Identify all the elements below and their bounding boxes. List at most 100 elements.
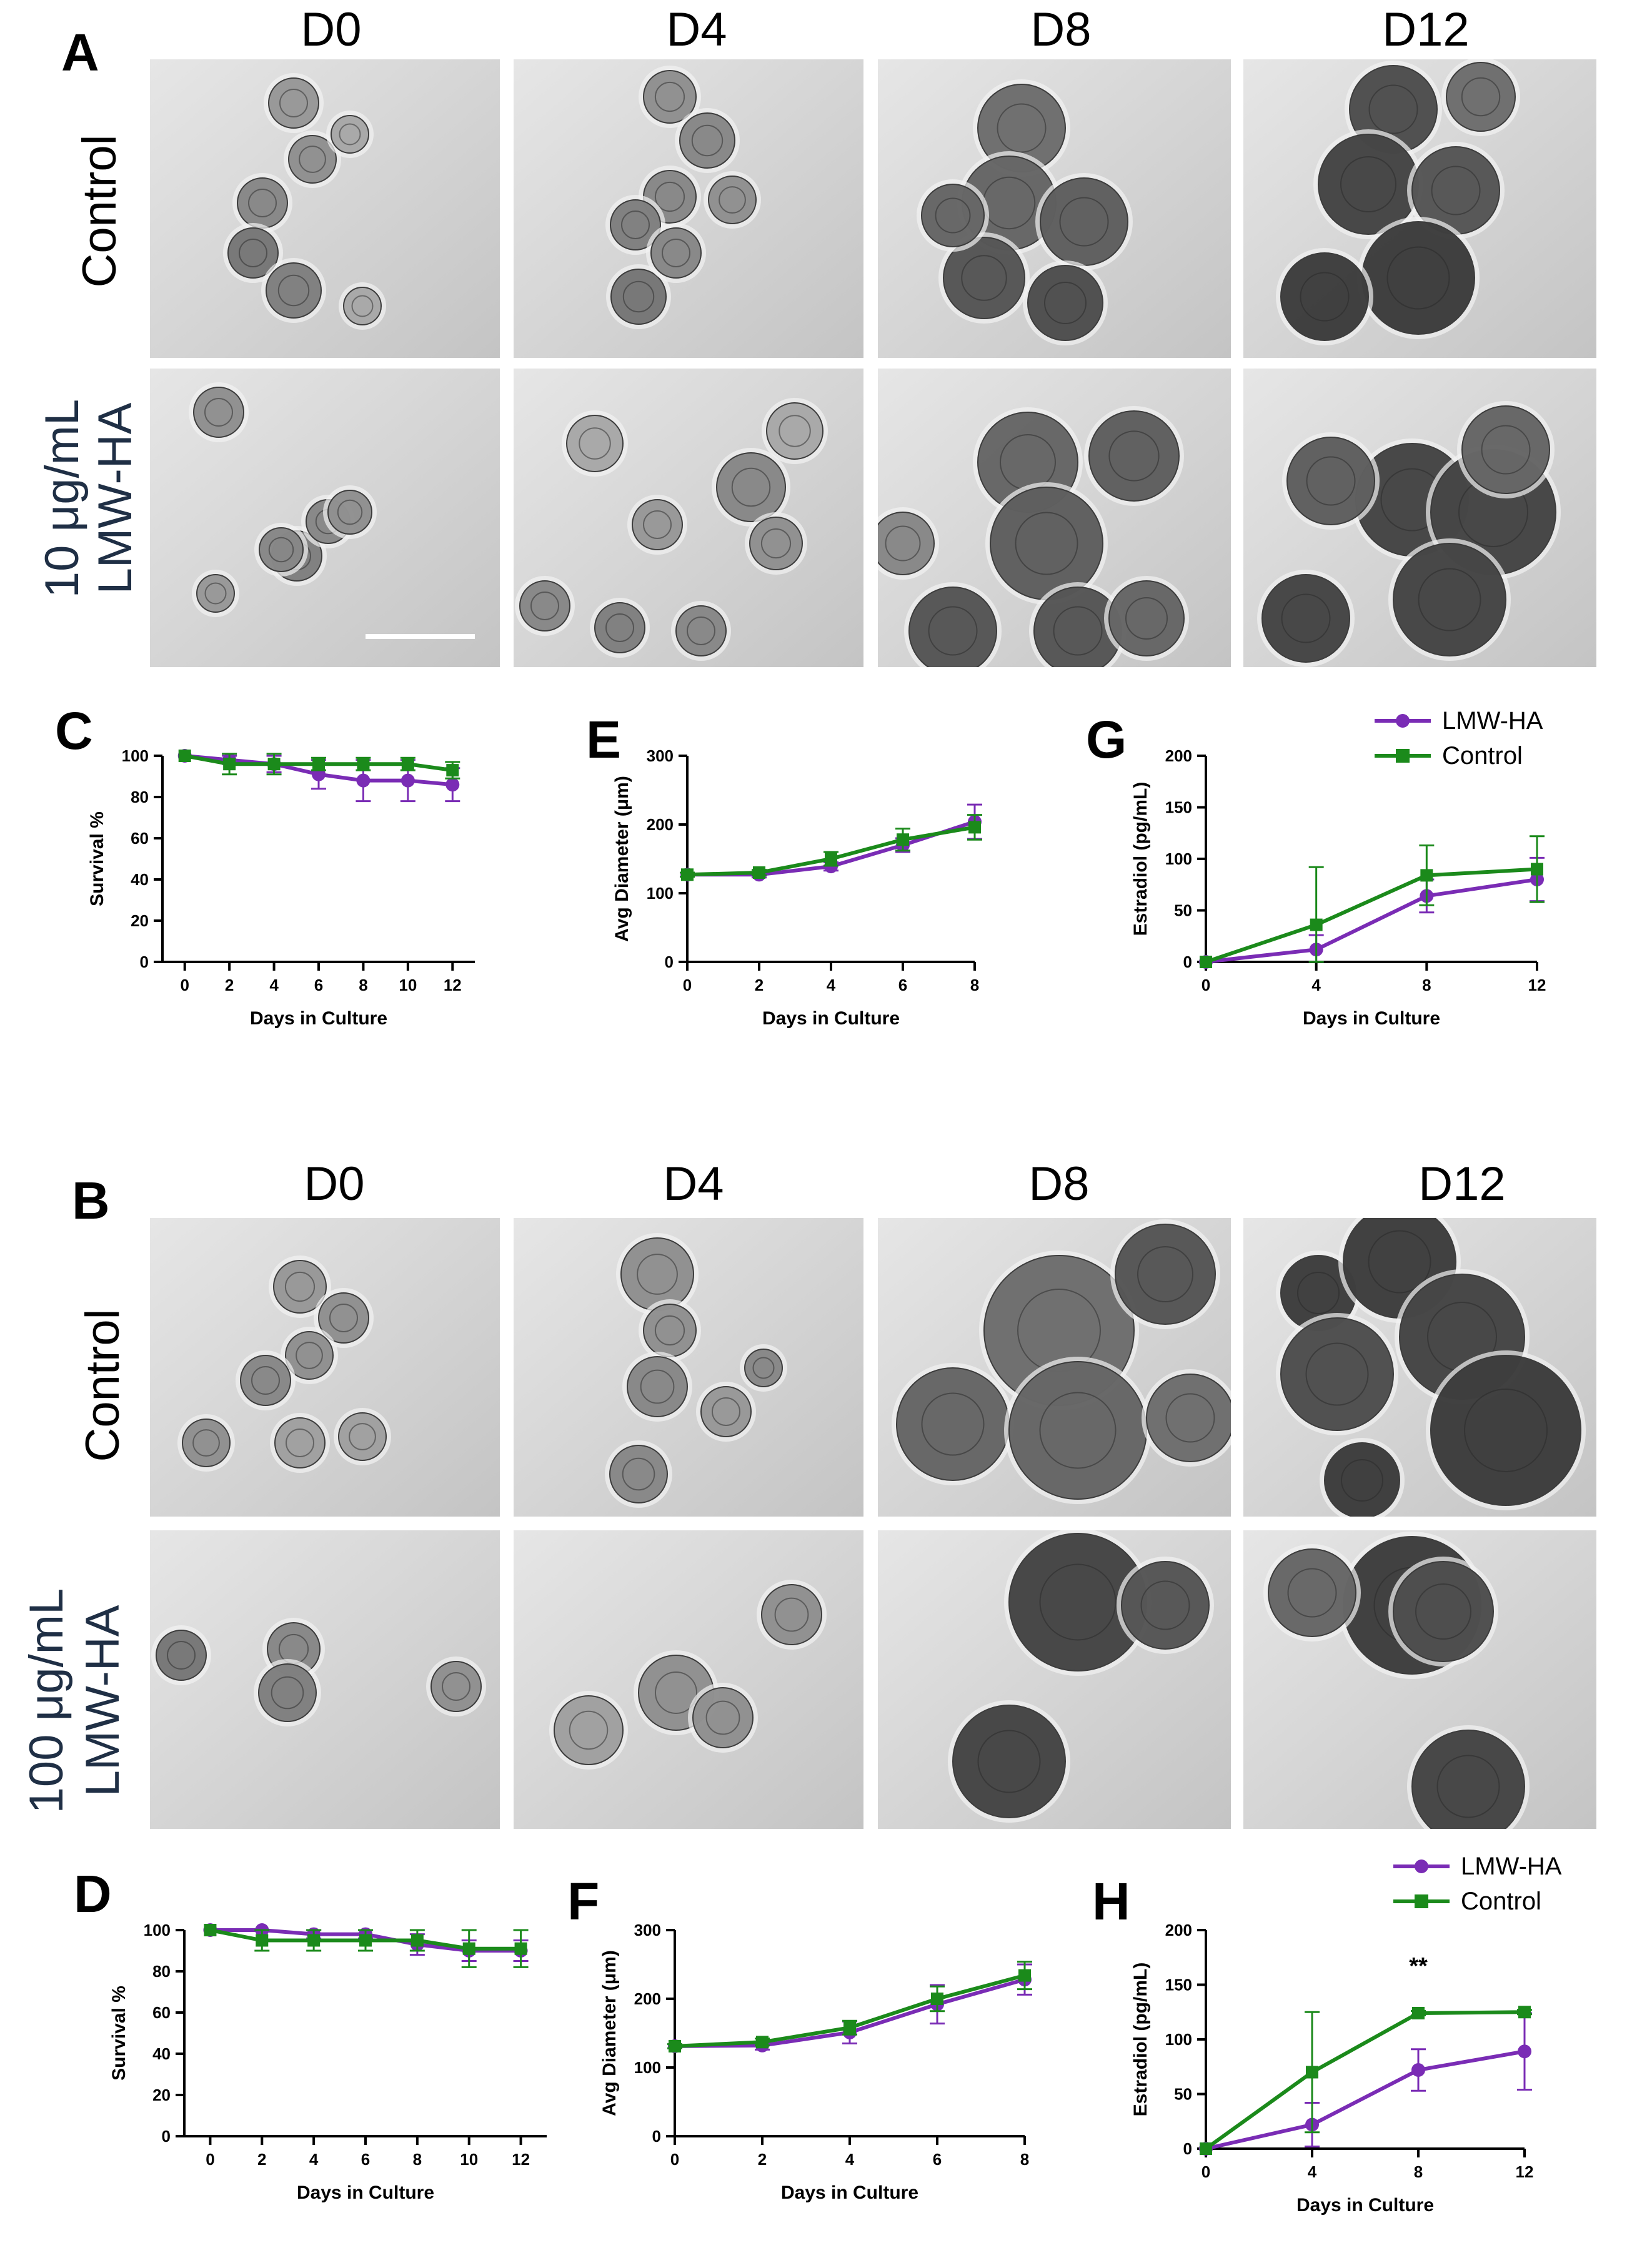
chart-svg: 0 50 100 150 200 0 4 8 12 Days in Culture Estradio… [1130, 746, 1546, 1029]
y-tick-label: 300 [634, 1921, 661, 1939]
y-tick-label: 0 [1183, 2139, 1192, 2158]
y-tick-label: 80 [131, 788, 149, 806]
legend-marker-control [1375, 749, 1431, 763]
day-label-b-d0: D0 [304, 1157, 365, 1211]
y-tick-label: 200 [634, 1989, 661, 2008]
micrograph-image [878, 369, 1231, 667]
legend-item-control: Control [1375, 738, 1543, 773]
legend-label-control: Control [1461, 1887, 1541, 1915]
y-tick-label: 150 [1165, 1976, 1192, 1994]
data-point-control [1018, 1969, 1031, 1982]
chart-h-estradiol: 0 50 100 150 200 0 4 8 12 Days in Culture Estradio… [1093, 1905, 1568, 2230]
legend-marker-control [1393, 1894, 1450, 1908]
data-point-control [178, 750, 191, 762]
legend-g: LMW-HA Control [1375, 703, 1543, 773]
row-label-a-treatment-line1: 10 μg/mL [36, 399, 89, 598]
legend-item-lmw: LMW-HA [1393, 1849, 1561, 1884]
x-tick-label: 6 [898, 976, 907, 994]
chart-e-diameter: 0 100 200 300 0 2 4 6 8 Days in Culture Avg Diamet… [600, 731, 1000, 1043]
data-point-control [753, 866, 765, 879]
legend-label-lmw: LMW-HA [1461, 1852, 1562, 1880]
data-point-control [843, 2021, 856, 2034]
y-axis-label: Avg Diameter (μm) [599, 1950, 620, 2116]
x-tick-label: 12 [512, 2150, 530, 2169]
x-axis-label: Days in Culture [297, 2182, 434, 2203]
legend-label-lmw: LMW-HA [1442, 706, 1543, 735]
y-axis-label: Estradiol (pg/mL) [1130, 782, 1151, 936]
day-label-b-d4: D4 [663, 1157, 724, 1211]
micrograph-image [514, 1218, 863, 1517]
y-tick-label: 100 [144, 1921, 171, 1939]
y-tick-label: 100 [647, 884, 674, 903]
micrograph-image [1243, 59, 1596, 358]
panel-letter-g: G [1086, 710, 1127, 769]
chart-d-survival: 0 20 40 60 80 100 0 2 4 6 8 10 12 Days in Culture Surv… [109, 1905, 559, 2217]
data-point-lmw-ha [356, 773, 371, 788]
data-point-control [446, 764, 459, 777]
day-label-b-d12: D12 [1418, 1157, 1506, 1211]
x-tick-label: 6 [361, 2150, 370, 2169]
x-tick-label: 10 [460, 2150, 478, 2169]
y-tick-label: 200 [1165, 1921, 1192, 1939]
x-tick-label: 4 [269, 976, 279, 994]
x-tick-label: 2 [755, 976, 764, 994]
chart-svg: 0 100 200 300 0 2 4 6 8 Days in Culture Avg Diamet… [599, 1921, 1032, 2203]
data-point-control [968, 821, 981, 834]
y-tick-label: 50 [1174, 901, 1192, 920]
micrograph-image [150, 59, 500, 358]
micrograph-image [150, 369, 500, 667]
data-point-lmw-ha [401, 773, 415, 788]
x-tick-label: 4 [1311, 976, 1321, 994]
data-point-control [897, 833, 909, 846]
x-tick-label: 8 [1422, 976, 1431, 994]
x-axis-label: Days in Culture [762, 1008, 900, 1029]
day-label-a-d12: D12 [1382, 3, 1470, 56]
y-tick-label: 80 [152, 1962, 171, 1981]
y-tick-label: 50 [1174, 2085, 1192, 2104]
x-tick-label: 4 [827, 976, 836, 994]
chart-svg: 0 20 40 60 80 100 0 2 4 6 8 10 12 Days in Culture Surv… [87, 746, 475, 1029]
x-tick-label: 8 [413, 2150, 422, 2169]
legend-label-control: Control [1442, 741, 1523, 770]
data-point-control [931, 1993, 943, 2005]
data-point-control [401, 758, 414, 771]
legend-item-control: Control [1393, 1884, 1561, 1919]
x-tick-label: 0 [180, 976, 189, 994]
micrograph-image [1243, 369, 1596, 667]
series-line-control [1205, 2010, 1525, 2151]
data-point-control [1200, 956, 1212, 968]
micrograph-image [878, 1218, 1231, 1517]
chart-g-estradiol: 0 50 100 150 200 0 4 8 12 Days in Culture Estradio… [1093, 731, 1568, 1043]
y-tick-label: 100 [122, 746, 149, 765]
x-tick-label: 2 [257, 2150, 266, 2169]
y-tick-label: 40 [152, 2044, 171, 2063]
data-point-control [357, 758, 370, 771]
panel-letter-e: E [586, 710, 622, 769]
y-tick-label: 200 [1165, 746, 1192, 765]
day-label-a-d8: D8 [1030, 3, 1092, 56]
row-label-a-treatment-line2: LMW-HA [89, 402, 142, 595]
data-point-control [307, 1934, 321, 1947]
x-axis-label: Days in Culture [781, 2182, 918, 2203]
data-point-control [669, 2039, 681, 2053]
y-tick-label: 20 [131, 911, 149, 930]
panel-letter-h: H [1092, 1872, 1130, 1931]
x-tick-label: 12 [1516, 2162, 1534, 2181]
y-tick-label: 200 [647, 815, 674, 834]
row-label-b-treatment-line1: 100 μg/mL [20, 1588, 73, 1814]
chart-svg: 0 50 100 150 200 0 4 8 12 Days in Culture Estradio… [1130, 1921, 1534, 2216]
x-tick-label: 0 [683, 976, 692, 994]
y-tick-label: 60 [152, 2003, 171, 2022]
x-tick-label: 12 [444, 976, 462, 994]
x-tick-label: 0 [1202, 976, 1210, 994]
data-point-control [1412, 2007, 1425, 2019]
micrograph-image [878, 1530, 1231, 1829]
y-axis-label: Survival % [109, 1986, 129, 2081]
y-tick-label: 0 [1183, 953, 1192, 971]
x-axis-label: Days in Culture [250, 1008, 387, 1029]
data-point-control [681, 868, 694, 881]
y-tick-label: 0 [665, 953, 674, 971]
chart-svg: 0 20 40 60 80 100 0 2 4 6 8 10 12 Days in Culture Surv… [109, 1921, 547, 2203]
micrograph-image [150, 1530, 500, 1829]
chart-svg: 0 100 200 300 0 2 4 6 8 Days in Culture Avg Diamet… [612, 746, 982, 1029]
